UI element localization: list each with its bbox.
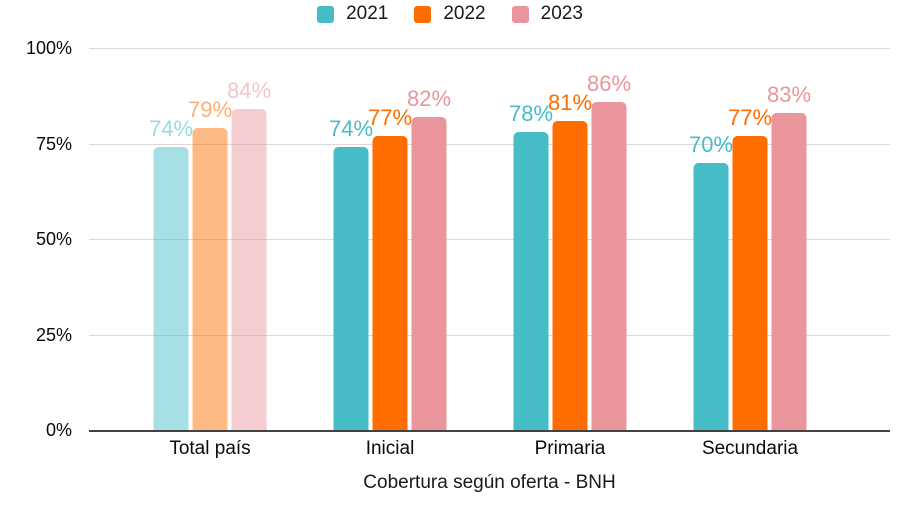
gridline (89, 239, 890, 240)
bar-value-label: 86% (586, 70, 632, 96)
bar-group: 78% 81% 86% (509, 72, 631, 430)
legend-item: 2023 (511, 3, 583, 25)
bar-column: 81% (548, 91, 592, 430)
bar-value-label: 84% (226, 78, 272, 104)
y-axis-label: 75% (35, 133, 72, 154)
bar (552, 120, 588, 430)
bar-value-label: 82% (406, 85, 452, 111)
x-axis-label: Secundaria (701, 438, 799, 459)
bar (693, 162, 729, 430)
bar (732, 135, 768, 430)
bar-group: 74% 79% 84% (149, 80, 271, 430)
legend-swatch-icon (317, 5, 335, 23)
bar-value-label: 70% (688, 131, 734, 157)
bar-value-label: 74% (148, 116, 194, 142)
bar (513, 132, 549, 430)
bar-column: 84% (227, 80, 271, 430)
bar (591, 101, 627, 430)
y-axis: 0% 25% 50% 75% 100% (0, 38, 80, 440)
bar-column: 83% (767, 83, 811, 430)
bar-group: 74% 77% 82% (329, 87, 451, 430)
legend-label: 2022 (443, 3, 486, 24)
legend-swatch-icon (414, 5, 432, 23)
bar-column: 79% (188, 99, 232, 430)
legend: 2021 2022 2023 (0, 0, 900, 28)
bar (192, 128, 228, 430)
bar (333, 147, 369, 430)
x-axis-line (89, 430, 890, 432)
bar-value-label: 74% (328, 116, 374, 142)
bar-value-label: 81% (547, 89, 593, 115)
x-axis: Total país Inicial Primaria Secundaria (89, 438, 890, 464)
y-axis-label: 0% (45, 420, 72, 440)
bar-column: 86% (587, 72, 631, 430)
bar-column: 74% (329, 118, 373, 430)
y-axis-label: 25% (35, 324, 72, 345)
bar-column: 77% (368, 106, 412, 430)
y-axis-label: 50% (35, 229, 72, 249)
x-axis-label: Total país (169, 438, 251, 459)
bar-column: 74% (149, 118, 193, 430)
legend-item: 2021 (317, 3, 388, 25)
bar (372, 135, 408, 430)
gridline (89, 143, 890, 145)
x-axis-label: Inicial (365, 438, 415, 459)
bar-value-label: 77% (727, 104, 773, 130)
bar-column: 82% (407, 87, 451, 430)
bar (231, 109, 267, 430)
bar-column: 78% (509, 103, 553, 430)
bar-value-label: 78% (508, 101, 554, 126)
bar-value-label: 79% (187, 97, 233, 123)
bar (411, 116, 447, 430)
legend-label: 2023 (540, 3, 583, 24)
gridline (89, 334, 890, 336)
gridline (89, 48, 890, 49)
legend-item: 2022 (414, 3, 486, 25)
bar-column: 77% (728, 106, 772, 430)
bar-group: 70% 77% 83% (689, 83, 811, 430)
bar (153, 147, 189, 430)
legend-swatch-icon (511, 5, 529, 23)
plot-area: 74% 79% 84% 74% 77% 82% 78% 81% 86% 70% 77% 83% (89, 48, 890, 432)
chart-title: Cobertura según oferta - BNH (363, 472, 616, 493)
bar-value-label: 83% (766, 81, 812, 107)
bar-column: 70% (689, 133, 733, 430)
legend-label: 2021 (346, 3, 389, 24)
bar-value-label: 77% (367, 104, 413, 130)
x-axis-label: Primaria (534, 438, 606, 459)
y-axis-label: 100% (25, 38, 72, 58)
bar (771, 112, 807, 430)
